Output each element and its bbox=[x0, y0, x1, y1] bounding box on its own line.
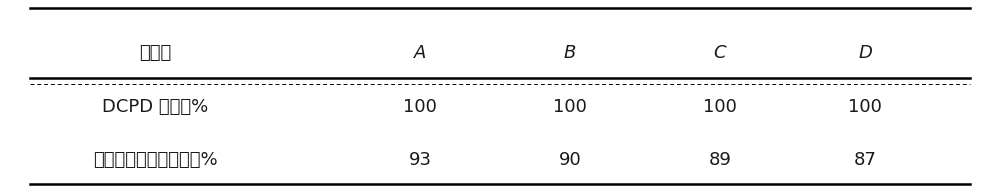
Text: 100: 100 bbox=[703, 98, 737, 116]
Text: 89: 89 bbox=[709, 151, 731, 169]
Text: A: A bbox=[414, 44, 426, 62]
Text: 100: 100 bbox=[553, 98, 587, 116]
Text: B: B bbox=[564, 44, 576, 62]
Text: 100: 100 bbox=[403, 98, 437, 116]
Text: C: C bbox=[714, 44, 726, 62]
Text: 100: 100 bbox=[848, 98, 882, 116]
Text: DCPD 转化率%: DCPD 转化率% bbox=[102, 98, 208, 116]
Text: 90: 90 bbox=[559, 151, 581, 169]
Text: 87: 87 bbox=[854, 151, 876, 169]
Text: 催化剂: 催化剂 bbox=[139, 44, 171, 62]
Text: 三环癸烷二甲醇选择性%: 三环癸烷二甲醇选择性% bbox=[93, 151, 217, 169]
Text: 93: 93 bbox=[409, 151, 432, 169]
Text: D: D bbox=[858, 44, 872, 62]
